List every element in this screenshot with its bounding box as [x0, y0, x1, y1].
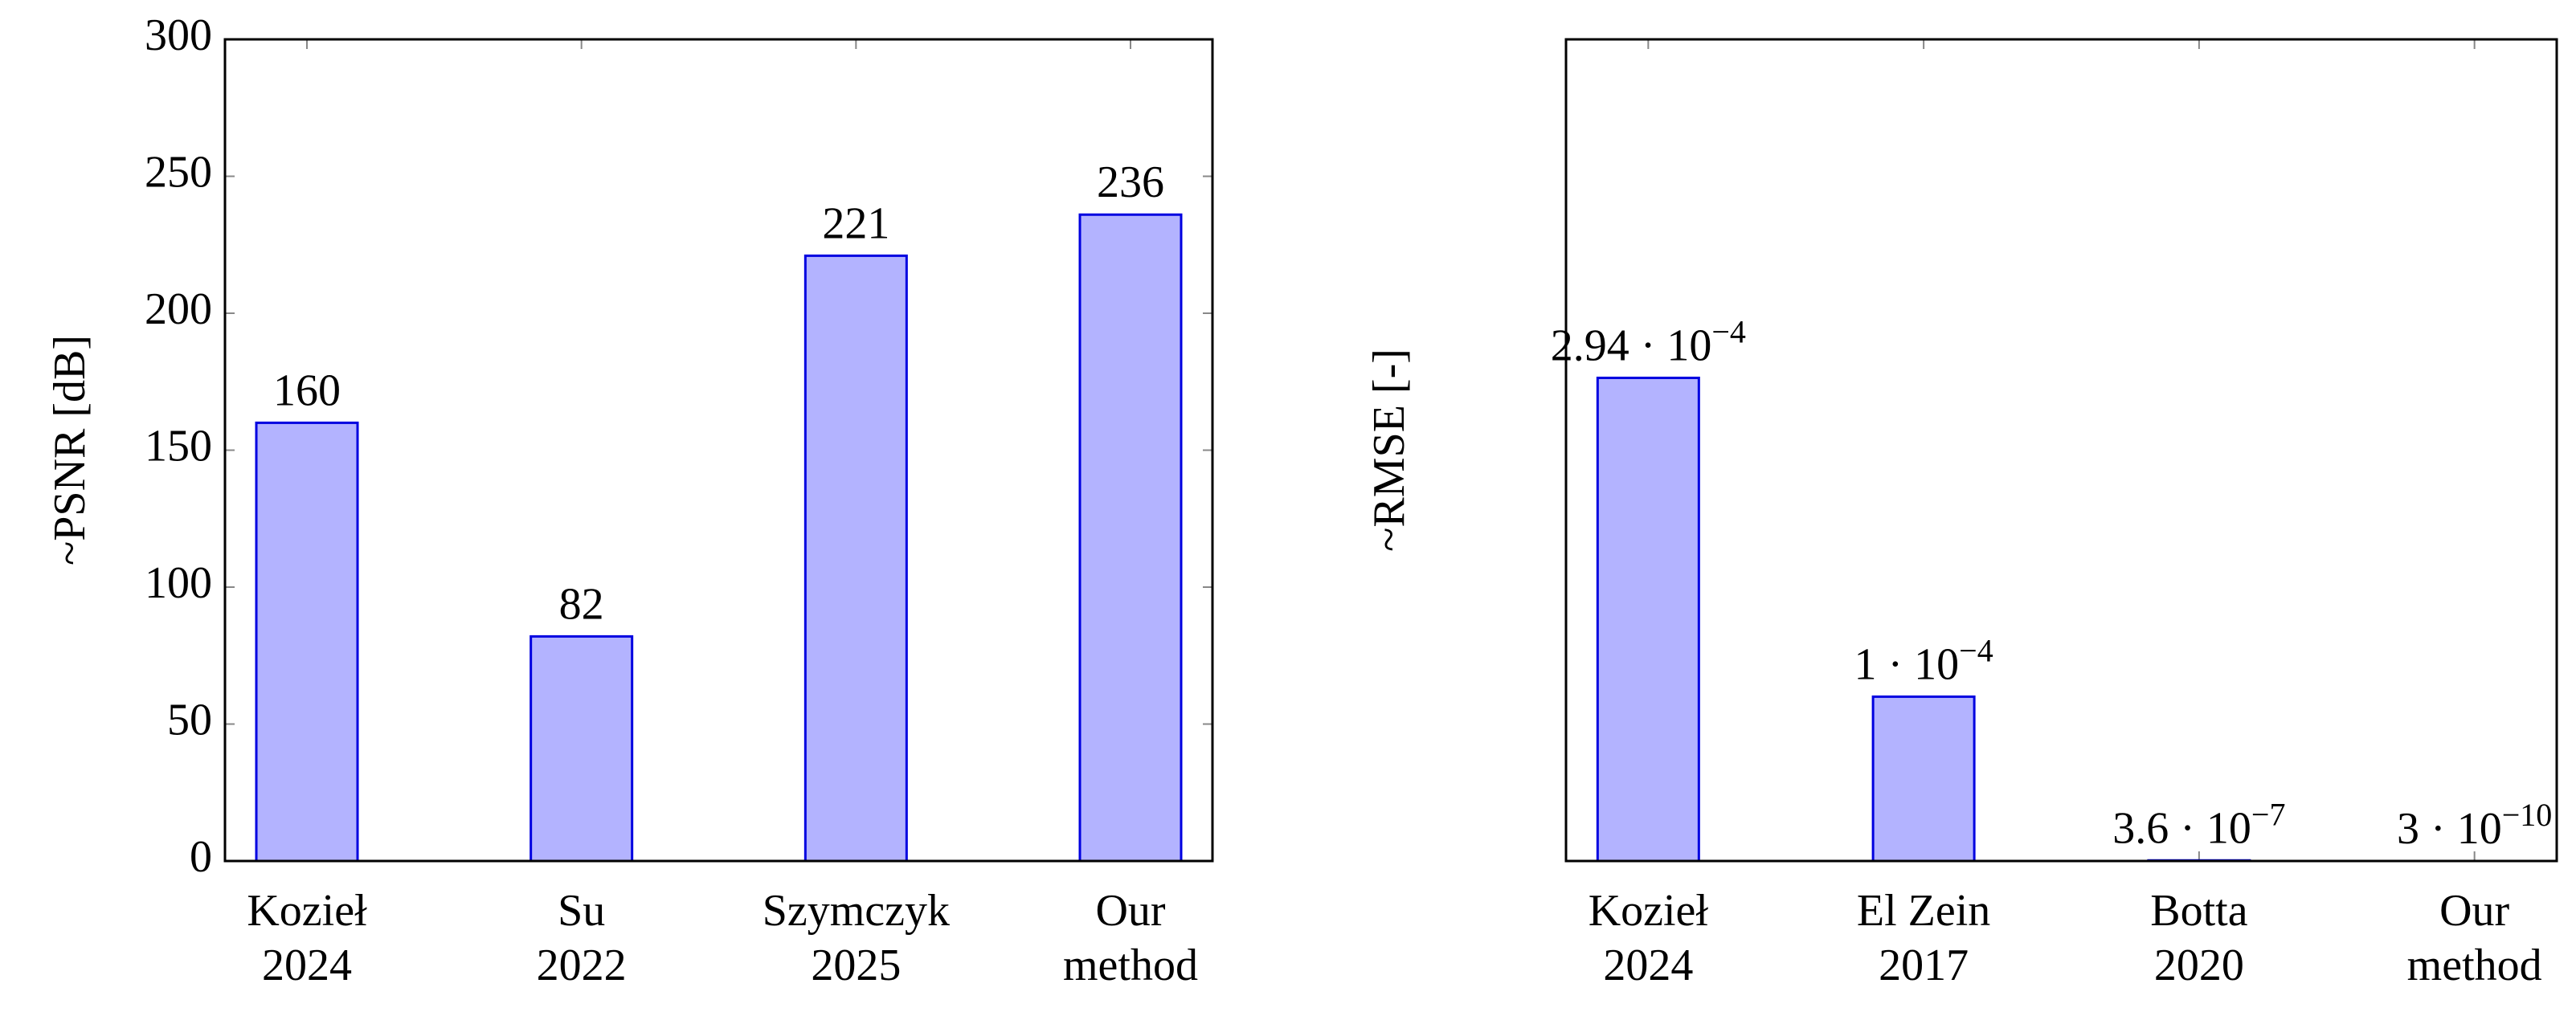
- value-label: 1 · 10−4: [1854, 632, 1993, 689]
- value-label-exponent: −4: [1711, 313, 1746, 349]
- value-label: 236: [1097, 157, 1164, 207]
- value-label-exponent: −7: [2251, 796, 2286, 832]
- bar: [1871, 695, 1976, 863]
- plot-frame: [1564, 38, 2558, 863]
- value-label: 221: [822, 198, 889, 248]
- value-label: 160: [273, 365, 341, 415]
- value-label-base: 1 · 10: [1854, 639, 1960, 689]
- x-tick-label: Su: [558, 886, 605, 936]
- x-tick-label: 2025: [811, 941, 901, 990]
- bar: [1596, 376, 1700, 863]
- y-tick-label: 250: [145, 147, 212, 197]
- value-label-exponent: −10: [2502, 797, 2553, 833]
- x-tick-label: 2024: [262, 941, 352, 990]
- y-axis-label: ~PSNR [dB]: [45, 335, 95, 565]
- x-tick-label: 2020: [2154, 941, 2244, 990]
- bar: [530, 635, 634, 863]
- bar: [1078, 213, 1183, 863]
- value-label-base: 3.6 · 10: [2112, 803, 2251, 853]
- value-label: 82: [559, 579, 604, 629]
- y-tick-label: 200: [145, 284, 212, 334]
- x-tick-label: method: [2407, 941, 2542, 990]
- x-tick-label: 2017: [1879, 941, 1969, 990]
- value-label-exponent: −4: [1959, 632, 1993, 668]
- x-tick-label: Our: [2439, 886, 2509, 936]
- value-label: 3.6 · 10−7: [2112, 796, 2285, 853]
- x-tick-label: 2022: [537, 941, 627, 990]
- value-label-base: 3 · 10: [2397, 804, 2502, 854]
- y-tick-label: 300: [145, 10, 212, 60]
- x-tick-label: El Zein: [1857, 886, 1990, 936]
- y-tick-label: 100: [145, 558, 212, 608]
- bar: [255, 421, 359, 863]
- y-tick-label: 50: [167, 695, 212, 745]
- x-tick-label: Kozieł: [1589, 886, 1709, 936]
- x-tick-label: Botta: [2150, 886, 2247, 936]
- chart: ~PSNR [dB] 0 50 100 150 200 250 300 160 Kozieł 202…: [45, 10, 1214, 990]
- value-label-base: 2.94 · 10: [1551, 320, 1712, 370]
- x-tick-label: Szymczyk: [763, 886, 950, 936]
- bar: [803, 254, 908, 863]
- x-tick-label: Kozieł: [247, 886, 367, 936]
- x-tick-label: 2024: [1603, 941, 1693, 990]
- y-tick-label: 0: [190, 832, 212, 882]
- x-tick-label: method: [1063, 941, 1198, 990]
- y-tick-label: 150: [145, 421, 212, 471]
- value-label: 3 · 10−10: [2397, 797, 2552, 854]
- y-axis-label: ~RMSE [-]: [1364, 349, 1414, 552]
- x-tick-label: Our: [1095, 886, 1165, 936]
- value-label: 2.94 · 10−4: [1551, 313, 1746, 370]
- plot-frame: [223, 38, 1214, 863]
